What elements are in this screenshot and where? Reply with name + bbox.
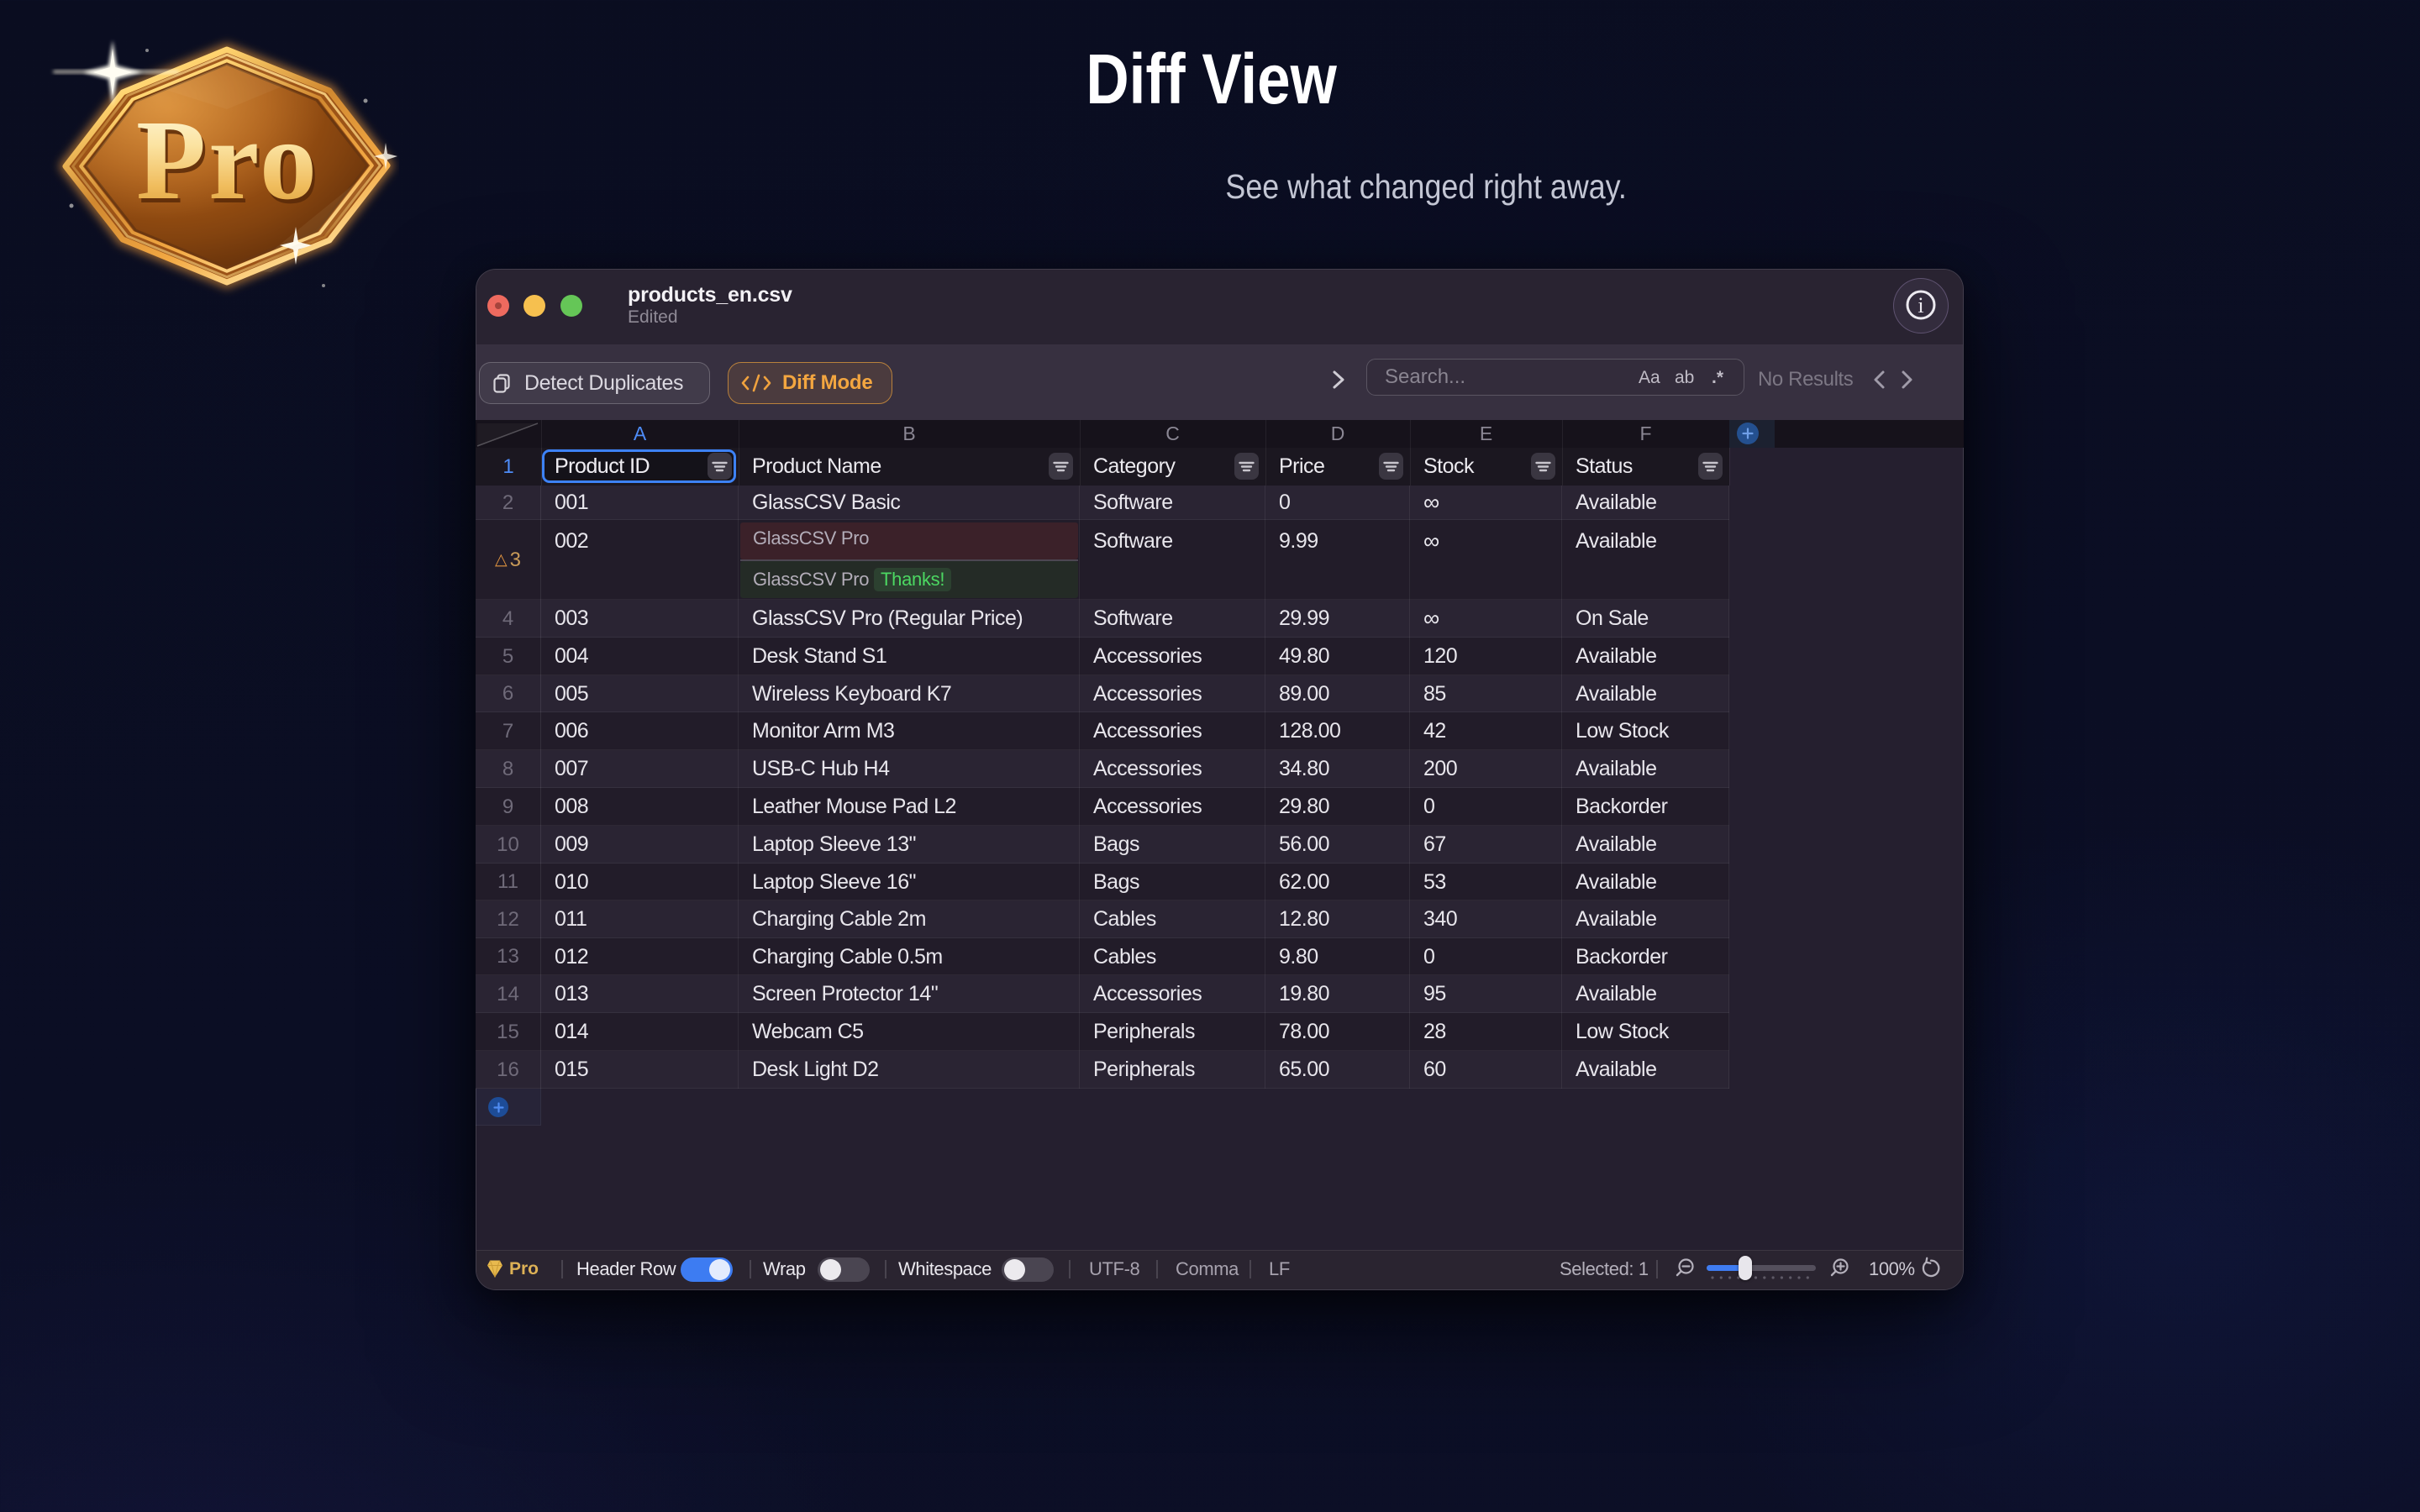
svg-text:Pro: Pro [136, 97, 319, 223]
svg-text:i: i [1918, 293, 1923, 318]
svg-text:Pro: Pro [139, 102, 322, 228]
